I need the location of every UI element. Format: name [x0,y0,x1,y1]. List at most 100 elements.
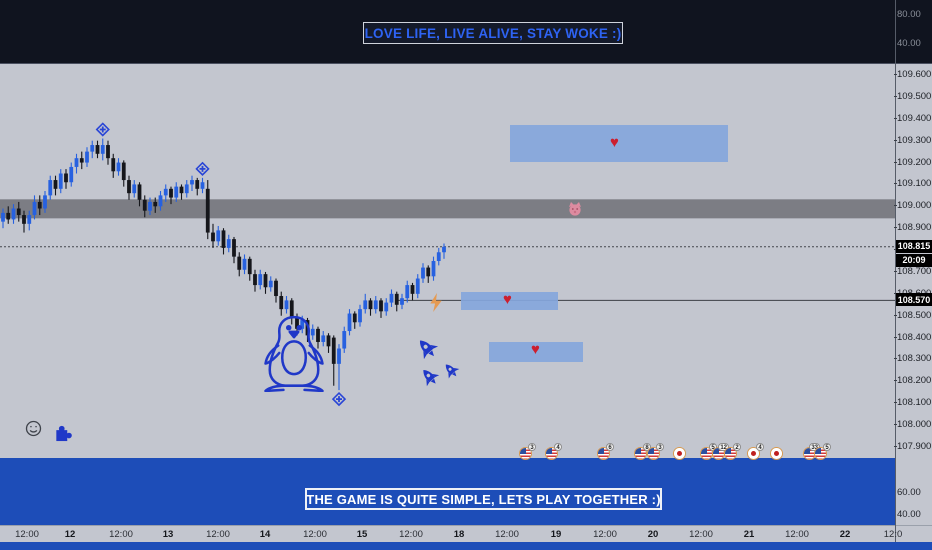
indicator-axis-label: 60.00 [897,487,921,498]
candle [373,296,378,314]
candle [169,186,173,205]
calendar-event-jp-flag-icon[interactable] [673,447,686,460]
calendar-event-us-flag-icon[interactable]: 3 [647,443,664,460]
price-axis-label: 108.400 [894,332,931,343]
candle [158,190,163,211]
puzzle-icon[interactable] [53,423,72,447]
indicator-axis-label: 40.00 [897,509,921,520]
penguin-icon[interactable] [262,314,326,397]
candle [347,309,352,336]
candle [237,252,242,277]
bolt-icon[interactable] [430,293,442,317]
heart-icon[interactable]: ♥ [503,291,512,308]
candle [132,180,137,198]
candle [247,256,252,281]
candle [253,269,257,292]
calendar-event-us-flag-icon[interactable]: 4 [545,443,562,460]
countdown-badge: 20:09 [896,253,932,267]
candle [16,201,21,222]
price-axis-label: 109.300 [894,135,931,146]
candle [216,226,221,246]
calendar-event-jp-flag-icon[interactable] [770,447,783,460]
candle [221,228,226,255]
candle [316,326,320,349]
price-axis-label: 109.100 [894,178,931,189]
candle [405,280,410,303]
smiley-icon[interactable] [25,420,42,442]
candle [426,265,431,283]
time-axis-label: 12:00 [785,529,809,540]
chart-svg [0,122,895,407]
candle [127,175,131,200]
candle [310,324,315,340]
rocket-icon[interactable] [439,358,468,387]
time-axis-label: 12:00 [495,529,519,540]
calendar-event-us-flag-icon[interactable]: 2 [724,443,741,460]
candle [174,182,179,202]
rocket-icon[interactable] [410,332,447,370]
rocket-icon[interactable] [415,362,448,395]
rectangle-zone-drawing[interactable] [510,125,728,162]
event-count-badge: 2 [733,443,741,451]
price-axis-label: 109.200 [894,157,931,168]
candle [195,177,200,196]
heart-icon[interactable]: ♥ [610,134,619,151]
time-axis-label: 12:00 [399,529,423,540]
candle [37,195,42,216]
candlestick-chart[interactable] [0,0,895,542]
rectangle-zone-drawing[interactable] [489,342,583,362]
supply-zone-band[interactable] [0,199,895,219]
banner-top-text-drawing[interactable]: LOVE LIFE, LIVE ALIVE, STAY WOKE :) [363,22,623,44]
candle [415,274,420,299]
candle [226,234,231,253]
candle [436,247,441,266]
time-axis-label: 19 [550,529,562,540]
candle [95,140,100,159]
price-axis-label: 108.700 [894,266,931,277]
pink-face-icon[interactable] [568,202,582,221]
pane-separator[interactable] [0,63,932,64]
calendar-event-jp-flag-icon[interactable]: 4 [747,443,764,460]
candle [85,147,89,167]
candle [100,138,105,161]
candle [410,282,415,301]
candle [53,175,58,196]
price-axis-label: 108.200 [894,375,931,386]
indicator-pane-bottom[interactable] [0,458,895,525]
candle [190,175,194,191]
candle [342,326,347,353]
heart-icon[interactable]: ♥ [531,341,540,358]
time-axis-label: 21 [743,529,755,540]
price-axis-label: 109.600 [894,69,931,80]
price-axis-label: 107.900 [894,441,931,452]
candle [358,304,362,327]
price-axis-label: 109.000 [894,200,931,211]
candle [321,331,326,347]
banner-top-label: LOVE LIFE, LIVE ALIVE, STAY WOKE :) [364,25,622,41]
banner-bottom-text-drawing[interactable]: THE GAME IS QUITE SIMPLE, LETS PLAY TOGE… [305,488,662,510]
time-axis-label: 12:00 [689,529,713,540]
time-axis-label: 22 [839,529,851,540]
candle [274,278,278,303]
calendar-event-us-flag-icon[interactable]: 5 [814,443,831,460]
calendar-event-us-flag-icon[interactable]: 6 [597,443,614,460]
time-axis-label: 14 [259,529,271,540]
time-axis-label: 13 [162,529,174,540]
candle [6,206,11,224]
candle [431,256,436,281]
candle [289,298,294,325]
price-axis-label: 109.400 [894,113,931,124]
candle [326,333,331,353]
rectangle-zone-drawing[interactable] [461,292,558,310]
event-count-badge: 5 [823,443,831,451]
calendar-event-us-flag-icon[interactable]: 8 [634,443,651,460]
signal-marker-icon[interactable] [331,391,347,407]
signal-marker-icon[interactable] [95,122,110,137]
pane-separator[interactable] [0,525,932,526]
calendar-event-us-flag-icon[interactable]: 3 [519,443,536,460]
signal-marker-icon[interactable] [195,161,210,177]
candle [137,182,142,207]
candle [232,236,236,264]
price-axis-label: 108.300 [894,353,931,364]
